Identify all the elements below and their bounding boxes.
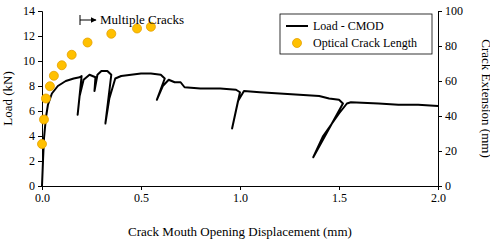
tick: 10	[23, 54, 42, 68]
tick-label: 80	[445, 39, 457, 53]
tick-mark	[38, 86, 42, 87]
tick: 40	[438, 109, 457, 123]
tick: 14	[23, 4, 42, 18]
load-line	[42, 71, 438, 186]
tick-mark	[240, 186, 241, 190]
tick-mark	[438, 11, 442, 12]
tick-mark	[38, 61, 42, 62]
y-axis-title: Load (kN)	[0, 71, 15, 126]
axis-line	[43, 187, 439, 191]
legend: Load - CMOD Optical Crack Length	[280, 14, 432, 54]
legend-label: Load - CMOD	[313, 19, 384, 33]
y2-axis: 0 20 40 60 80 100	[438, 4, 463, 193]
tick-label: 6	[29, 104, 35, 118]
tick-mark	[438, 116, 442, 117]
tick-label: 10	[23, 54, 35, 68]
point	[57, 61, 66, 70]
tick: 6	[29, 104, 42, 118]
tick: 1.5	[332, 186, 347, 205]
x-axis-title: Crack Mouth Opening Displacement (mm)	[128, 224, 352, 239]
tick: 0	[29, 179, 42, 193]
tick-mark	[141, 186, 142, 190]
tick-mark	[38, 111, 42, 112]
tick-mark	[438, 151, 442, 152]
tick: 20	[438, 144, 457, 158]
point	[39, 115, 48, 124]
tick: 100	[438, 4, 463, 18]
annotation: Multiple Cracks	[100, 12, 184, 27]
tick-label: 0.0	[35, 191, 50, 205]
tick: 2	[29, 154, 42, 168]
tick: 12	[23, 29, 42, 43]
tick-label: 8	[29, 79, 35, 93]
tick-label: 2.0	[431, 191, 446, 205]
tick: 80	[438, 39, 457, 53]
tick: 60	[438, 74, 457, 88]
tick-label: 1.0	[233, 191, 248, 205]
axis-line	[439, 12, 443, 187]
tick-mark	[438, 81, 442, 82]
point	[41, 94, 50, 103]
annotation-arrow	[80, 20, 96, 21]
y2-axis-title: Crack Extension (mm)	[479, 39, 490, 157]
tick: 8	[29, 79, 42, 93]
legend-swatch	[293, 39, 302, 48]
tick-mark	[438, 46, 442, 47]
tick-mark	[38, 11, 42, 12]
tick: 2.0	[431, 186, 446, 205]
tick-label: 1.5	[332, 191, 347, 205]
tick-label: 100	[445, 4, 463, 18]
legend-box	[280, 14, 432, 54]
tick-mark	[38, 186, 42, 187]
point	[67, 50, 76, 59]
tick-label: 0	[445, 179, 451, 193]
tick-label: 2	[29, 154, 35, 168]
tick-label: 20	[445, 144, 457, 158]
tick-mark	[38, 36, 42, 37]
tick-label: 12	[23, 29, 35, 43]
tick-mark	[38, 161, 42, 162]
plot: 0.00.51.01.52.002468101214020406080100	[23, 4, 463, 204]
x-axis: 0.0 0.5 1.0 1.5 2.0	[35, 186, 446, 205]
tick-mark	[38, 136, 42, 137]
tick: 0.0	[35, 186, 50, 205]
tick: 0.5	[134, 186, 149, 205]
point	[38, 140, 47, 149]
tick-mark	[339, 186, 340, 190]
legend-label: Optical Crack Length	[313, 36, 417, 50]
legend-swatch	[286, 25, 308, 27]
tick-label: 40	[445, 109, 457, 123]
tick-label: 4	[29, 129, 35, 143]
y-axis: 0 2 4 6 8 10 12 14	[23, 4, 43, 193]
tick: 1.0	[233, 186, 248, 205]
point	[45, 82, 54, 91]
point	[83, 38, 92, 47]
tick-label: 0.5	[134, 191, 149, 205]
tick-label: 60	[445, 74, 457, 88]
point	[49, 71, 58, 80]
tick: 0	[438, 179, 451, 193]
point	[107, 29, 116, 38]
tick-label: 0	[29, 179, 35, 193]
tick-mark	[438, 186, 442, 187]
tick-label: 14	[23, 4, 35, 18]
marks	[38, 22, 439, 186]
chart: 0.00.51.01.52.002468101214020406080100Cr…	[0, 0, 490, 244]
